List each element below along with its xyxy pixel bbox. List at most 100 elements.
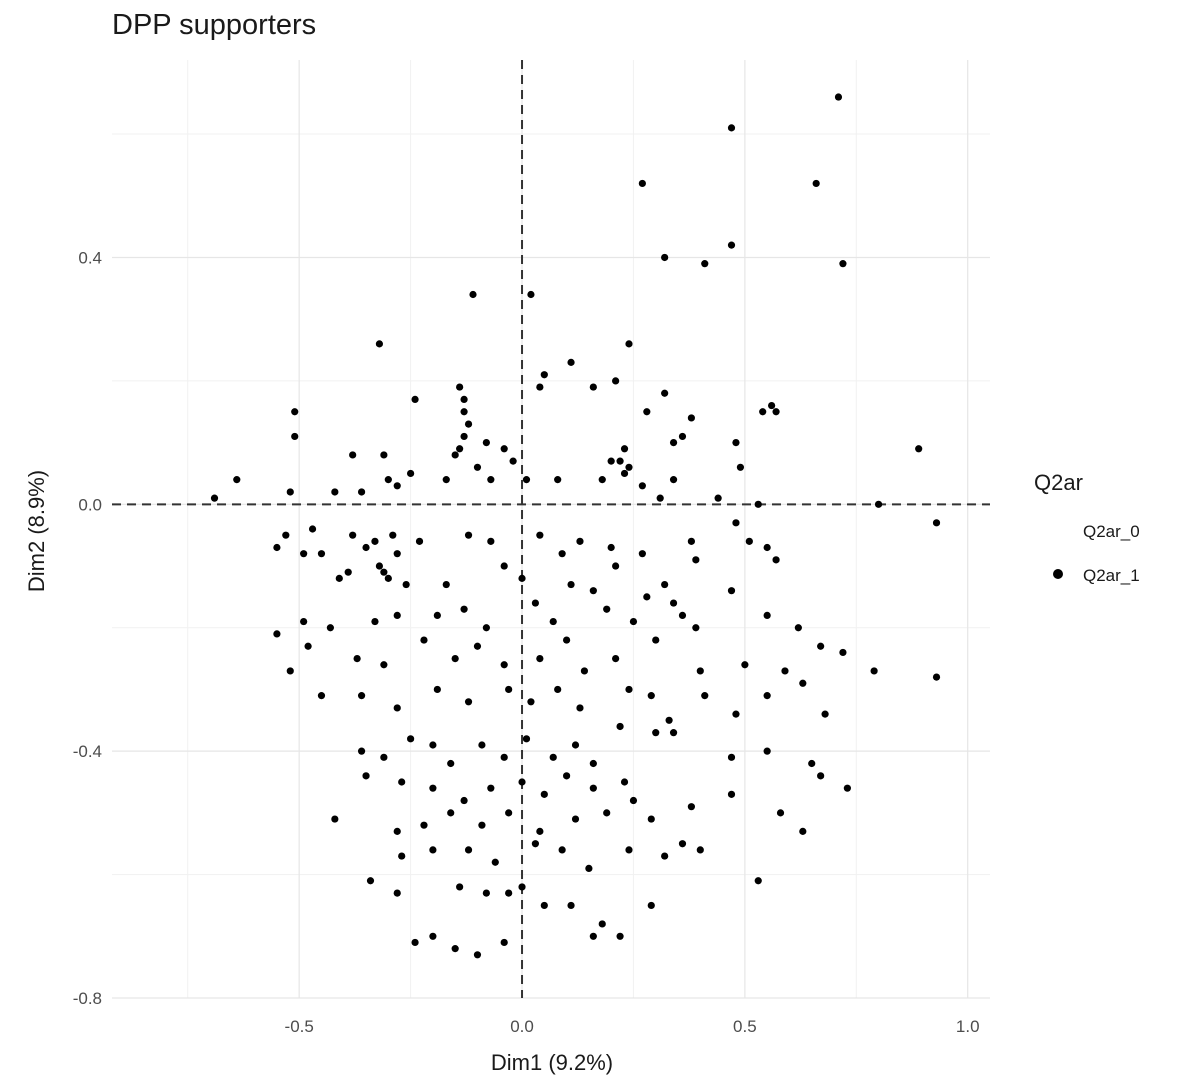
data-point [349, 531, 357, 539]
data-point [585, 864, 593, 873]
legend-title: Q2ar [1034, 470, 1083, 495]
data-point [817, 772, 825, 780]
data-point [812, 179, 820, 188]
data-point [522, 476, 531, 484]
y-tick-label: 0.4 [78, 248, 102, 267]
data-point [531, 599, 540, 607]
data-point [473, 642, 482, 650]
data-point [433, 685, 441, 694]
data-point [616, 457, 624, 465]
data-point [558, 846, 566, 854]
data-point [398, 778, 406, 786]
data-point [834, 93, 843, 101]
data-point [317, 550, 326, 558]
data-point [647, 815, 655, 823]
data-point [669, 476, 678, 484]
data-point [620, 469, 629, 478]
data-point [464, 420, 473, 428]
data-point [460, 408, 468, 416]
data-point [384, 476, 392, 484]
data-point [366, 877, 375, 885]
data-point [643, 593, 651, 601]
data-point [915, 445, 923, 453]
reference-lines [112, 60, 990, 998]
data-point [620, 445, 629, 453]
data-point [304, 642, 312, 650]
data-point [772, 556, 780, 564]
data-point [558, 550, 566, 558]
data-point [661, 580, 669, 589]
data-point [554, 685, 562, 694]
data-point [741, 661, 749, 669]
data-point [567, 358, 575, 366]
data-point [692, 624, 700, 632]
data-point [763, 611, 771, 619]
data-point [776, 809, 785, 817]
data-point [821, 710, 829, 718]
data-point [554, 476, 562, 484]
data-point [616, 722, 624, 731]
data-point [527, 290, 535, 299]
data-point [291, 432, 299, 441]
data-point [839, 260, 847, 268]
data-point [273, 543, 281, 552]
data-point [500, 445, 508, 453]
data-point [393, 550, 401, 558]
data-point [469, 290, 477, 299]
data-point [647, 901, 655, 910]
data-point [522, 735, 531, 743]
data-point [652, 636, 660, 644]
data-point [607, 543, 615, 552]
data-point [505, 685, 513, 694]
data-point [442, 580, 450, 589]
data-point [799, 827, 807, 835]
data-point [839, 648, 847, 657]
data-point [380, 661, 388, 669]
data-point [447, 759, 455, 768]
data-point [407, 469, 415, 478]
data-point [808, 759, 816, 768]
data-point [638, 482, 646, 490]
data-point [536, 383, 544, 391]
data-point [357, 747, 366, 755]
data-point [442, 476, 450, 484]
data-point [571, 815, 580, 823]
data-point [393, 611, 401, 619]
data-point [344, 568, 352, 576]
data-point [384, 574, 392, 582]
data-point [398, 852, 406, 860]
data-point [460, 796, 468, 805]
data-point [732, 519, 740, 527]
data-point [536, 827, 544, 835]
x-tick-label: 1.0 [956, 1017, 980, 1036]
data-point [549, 753, 557, 761]
data-point [647, 692, 655, 700]
data-point [407, 735, 415, 743]
data-point [638, 179, 646, 188]
data-point [589, 932, 597, 940]
data-point [300, 550, 308, 558]
chart-title: DPP supporters [112, 9, 316, 41]
data-point [629, 617, 638, 626]
data-point [456, 383, 464, 391]
data-point [817, 642, 825, 650]
data-point [291, 408, 299, 416]
data-point [380, 568, 388, 576]
data-point [456, 445, 464, 453]
data-point [447, 809, 455, 817]
data-point [429, 846, 437, 854]
legend-key-q2ar-1 [1053, 569, 1063, 579]
data-point [308, 525, 317, 533]
data-point [794, 624, 802, 632]
data-point [375, 340, 384, 348]
data-point [393, 827, 401, 835]
data-point [509, 457, 517, 465]
legend-label-q2ar-1: Q2ar_1 [1083, 566, 1140, 585]
data-point [643, 408, 651, 416]
data-point [732, 710, 740, 718]
y-tick-label: -0.8 [73, 989, 102, 1008]
y-axis-ticks: -0.8 -0.4 0.0 0.4 [73, 248, 102, 1008]
data-point [500, 938, 508, 947]
data-point [429, 932, 437, 940]
